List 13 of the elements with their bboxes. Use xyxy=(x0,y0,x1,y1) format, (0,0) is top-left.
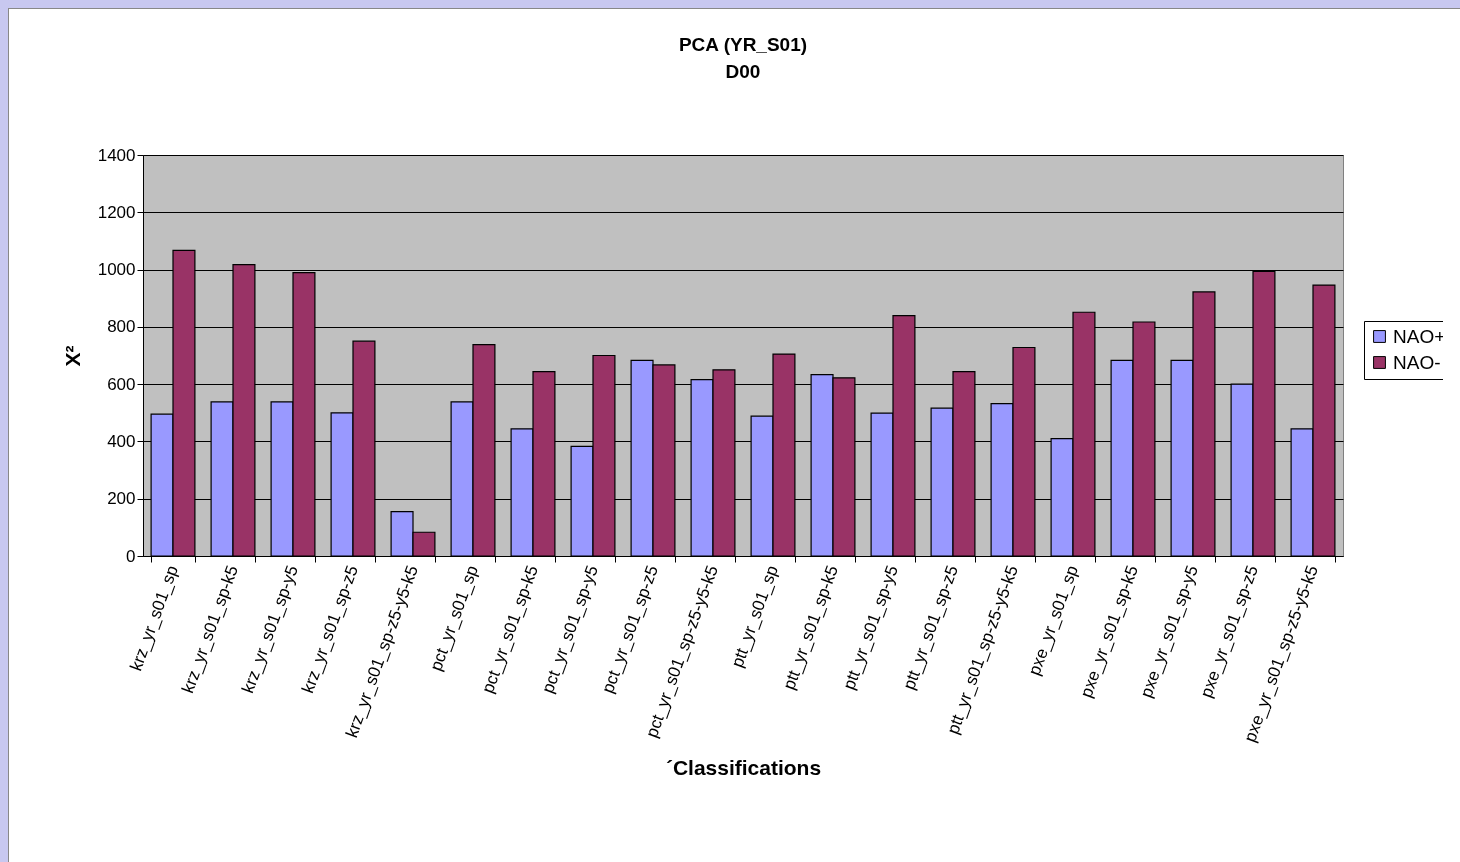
y-tick-label: 200 xyxy=(107,489,136,509)
y-tick-label: 400 xyxy=(107,431,136,451)
y-tick-label: 0 xyxy=(126,546,136,566)
y-tick-label: 1200 xyxy=(97,202,136,222)
chart-title: PCA (YR_S01) xyxy=(678,34,808,55)
y-tick-label: 1000 xyxy=(97,260,136,280)
chart-subtitle: D00 xyxy=(725,61,761,82)
legend-label: NAO- xyxy=(1393,351,1441,373)
x-axis-title: ´Classifications xyxy=(665,756,822,780)
y-tick-label: 800 xyxy=(107,317,136,337)
y-tick-label: 1400 xyxy=(97,145,136,165)
y-axis-title: X² xyxy=(60,345,84,367)
y-tick-label: 600 xyxy=(107,374,136,394)
